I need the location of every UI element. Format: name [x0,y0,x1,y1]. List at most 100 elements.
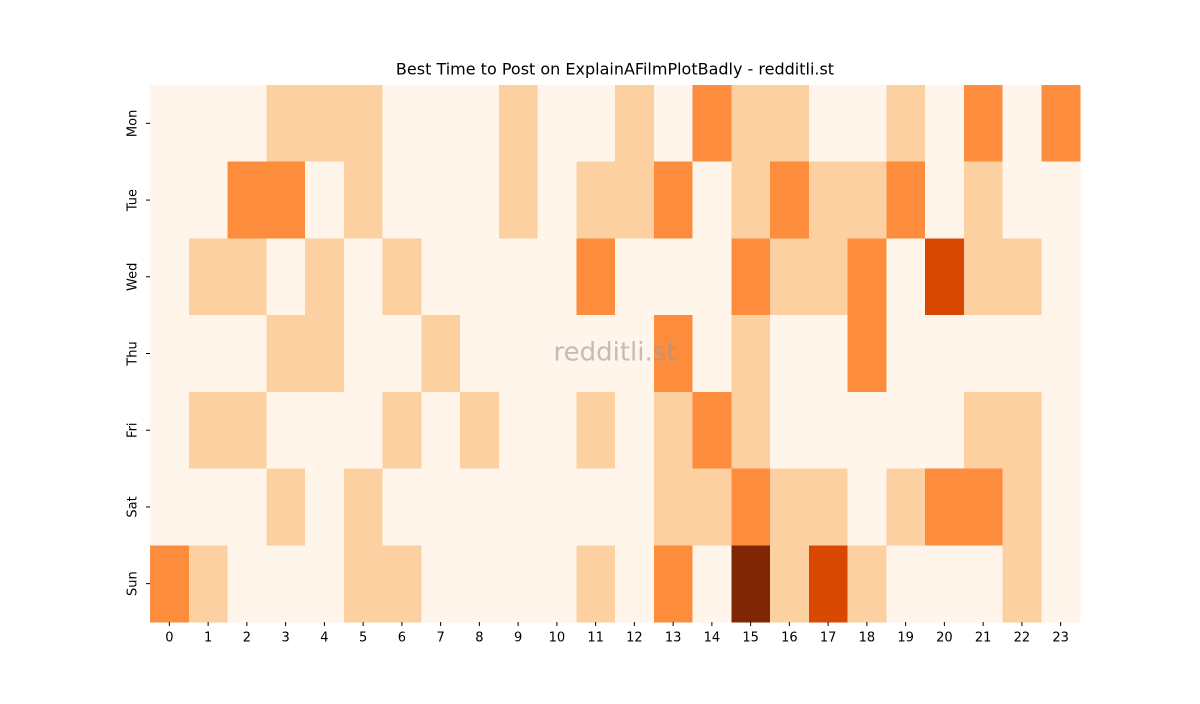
heatmap-cell [188,545,228,623]
heatmap-cell [537,85,577,163]
heatmap-cell [731,468,771,546]
heatmap-cell [653,315,693,393]
heatmap-cell [925,238,965,316]
heatmap-cell [382,161,422,239]
heatmap-cell [653,468,693,546]
heatmap-cell [305,391,345,470]
heatmap-cell [770,161,810,239]
heatmap-cell [770,315,810,393]
heatmap-cell [421,85,461,163]
x-tick-label: 10 [549,631,566,646]
heatmap-cell [227,468,267,546]
heatmap-cell [886,391,926,470]
heatmap-cell [692,468,732,546]
heatmap-cell [1002,85,1042,163]
heatmap-cell [150,315,190,393]
heatmap-cell [692,85,732,163]
heatmap-cell [150,161,190,239]
heatmap-cell [421,238,461,316]
x-tick-label: 11 [587,631,604,646]
heatmap-cell [731,315,771,393]
heatmap-cell [576,85,616,163]
x-tick-label: 18 [859,631,876,646]
heatmap-cell [886,161,926,239]
heatmap-cell [1002,545,1042,623]
heatmap-cell [576,238,616,316]
x-tick-label: 22 [1014,631,1031,646]
heatmap-cell [847,391,887,470]
heatmap-cell [808,238,848,316]
heatmap-cell [343,85,383,163]
heatmap-cell [808,161,848,239]
heatmap-cell [188,315,228,393]
heatmap-cell [421,315,461,393]
heatmap-cell [963,545,1003,623]
heatmap-cell [498,238,538,316]
heatmap-cell [305,468,345,546]
heatmap-cell [925,85,965,163]
heatmap-cell [421,161,461,239]
heatmap-cell [227,545,267,623]
y-tick-label: Mon [126,110,141,137]
x-tick-label: 23 [1052,631,1069,646]
x-tick-label: 17 [820,631,837,646]
heatmap-cell [576,545,616,623]
heatmap-cell [188,238,228,316]
x-tick-label: 9 [514,631,522,646]
heatmap-cell [498,545,538,623]
heatmap-cell [1041,391,1081,470]
heatmap-cell [227,391,267,470]
heatmap-cell [343,238,383,316]
heatmap-cell [382,391,422,470]
heatmap-cell [150,468,190,546]
heatmap-cell [460,161,500,239]
x-tick-label: 1 [204,631,212,646]
heatmap-cell [770,468,810,546]
heatmap-cell [460,545,500,623]
heatmap-cell [188,85,228,163]
heatmap-cell [382,545,422,623]
x-tick-label: 15 [742,631,759,646]
heatmap-cell [305,315,345,393]
heatmap-cell [653,161,693,239]
heatmap-cell [343,315,383,393]
heatmap-cell [1002,468,1042,546]
heatmap-cell [188,391,228,470]
heatmap-cell [1002,391,1042,470]
heatmap-cell [460,391,500,470]
heatmap-cell [421,545,461,623]
heatmap-cell [1002,315,1042,393]
heatmap-cell [615,161,655,239]
heatmap-cell [808,468,848,546]
heatmap-cell [925,468,965,546]
watermark: redditli.st [554,338,677,368]
heatmap-cell [150,85,190,163]
heatmap-cell [150,391,190,470]
heatmap-cell [266,315,306,393]
heatmap-cell [460,315,500,393]
y-tick-label: Sat [126,496,141,517]
heatmap-cell [808,85,848,163]
heatmap-cell [576,315,616,393]
heatmap-cell [382,85,422,163]
heatmap-cell [615,238,655,316]
heatmap-cell [1041,468,1081,546]
heatmap-cell [886,545,926,623]
heatmap-cell [266,468,306,546]
heatmap-cell [963,161,1003,239]
x-tick-label: 12 [626,631,643,646]
x-tick-label: 7 [436,631,444,646]
heatmap-cell [537,315,577,393]
heatmap-cell [421,468,461,546]
heatmap-cell [925,161,965,239]
y-tick-label: Tue [126,189,141,212]
heatmap-cell [692,238,732,316]
heatmap-cell [188,161,228,239]
heatmap-cell [731,161,771,239]
heatmap-cell [886,238,926,316]
heatmap-cell [963,85,1003,163]
heatmap-cell [615,545,655,623]
x-tick-label: 13 [665,631,682,646]
heatmap-cell [808,315,848,393]
